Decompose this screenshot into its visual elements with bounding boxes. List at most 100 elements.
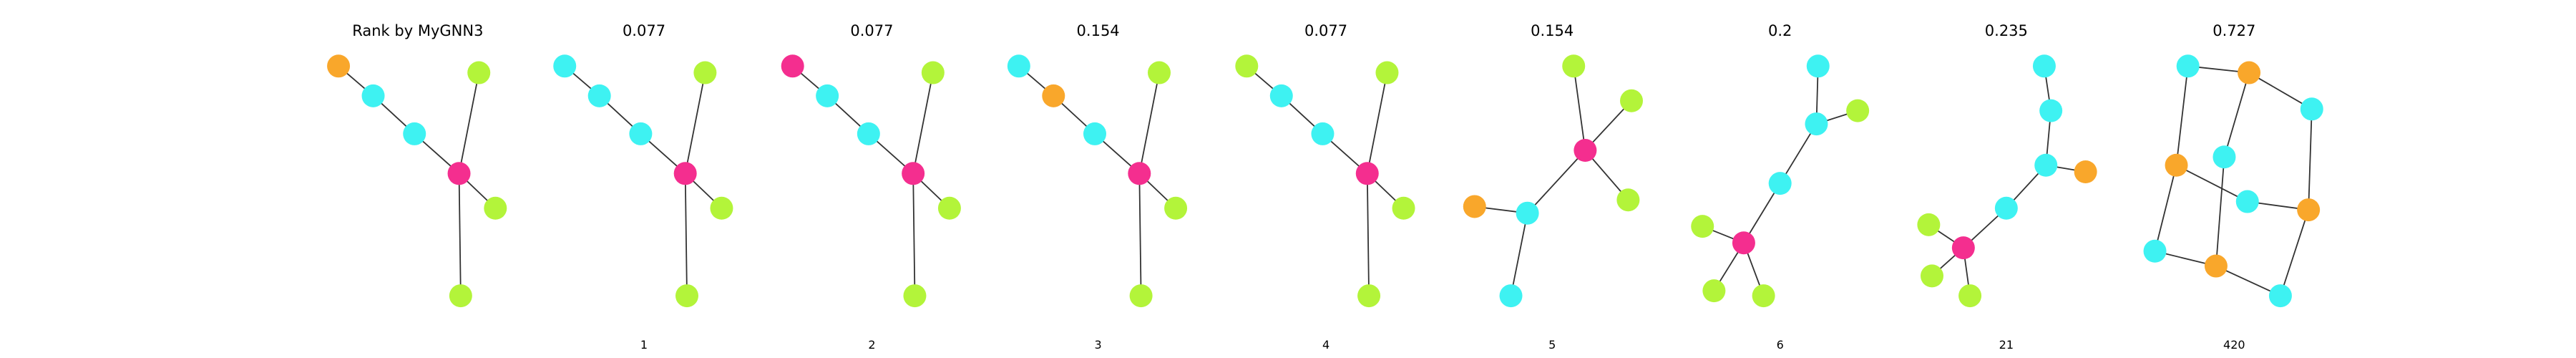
node xyxy=(1083,122,1106,145)
edge xyxy=(458,173,462,296)
node xyxy=(1562,54,1586,78)
panel-title: 0.2 xyxy=(1768,22,1792,39)
node xyxy=(2235,190,2259,213)
node xyxy=(1702,279,1726,303)
node xyxy=(903,284,927,308)
panel-title: 0.727 xyxy=(2212,22,2255,39)
node xyxy=(857,122,880,145)
edge xyxy=(2308,109,2313,211)
edge xyxy=(2154,165,2177,251)
edge xyxy=(2215,157,2225,266)
node xyxy=(2176,54,2200,78)
panel-title: 0.154 xyxy=(1531,22,1574,39)
edge xyxy=(2280,209,2310,296)
node xyxy=(1806,54,1830,78)
edge xyxy=(1510,213,1528,296)
edge xyxy=(1526,150,1586,214)
edge xyxy=(2176,164,2248,203)
edge xyxy=(1366,72,1388,174)
node xyxy=(1516,201,1539,225)
node xyxy=(1129,284,1153,308)
panel-title: 0.077 xyxy=(850,22,893,39)
node xyxy=(921,61,945,84)
node xyxy=(710,196,733,220)
node xyxy=(2212,145,2236,169)
node xyxy=(447,162,471,185)
node xyxy=(693,61,717,84)
node xyxy=(1007,54,1030,78)
node xyxy=(629,122,653,145)
panel-label: 4 xyxy=(1322,338,1330,352)
edge xyxy=(1138,72,1160,174)
panel-label: 420 xyxy=(2223,338,2245,352)
node xyxy=(1148,61,1171,84)
node xyxy=(937,196,961,220)
edge xyxy=(684,72,706,174)
node xyxy=(1994,196,2018,220)
node xyxy=(1958,284,1982,308)
node xyxy=(553,54,577,78)
node xyxy=(2074,160,2097,183)
node xyxy=(1235,54,1259,78)
node xyxy=(1574,139,1597,162)
edge xyxy=(684,173,688,296)
node xyxy=(2204,254,2228,278)
node xyxy=(327,54,351,78)
panel-label: 21 xyxy=(1999,338,2014,352)
node xyxy=(2032,54,2056,78)
node xyxy=(1616,188,1640,212)
panel-label: 2 xyxy=(868,338,875,352)
node xyxy=(816,84,839,107)
node xyxy=(1392,196,1415,220)
node xyxy=(2300,97,2323,121)
panel-title: 0.235 xyxy=(1985,22,2028,39)
node xyxy=(1620,89,1643,112)
node xyxy=(1499,284,1523,308)
edge xyxy=(1573,66,1586,151)
node xyxy=(403,122,426,145)
node xyxy=(1463,195,1486,218)
edge xyxy=(2175,66,2189,165)
node xyxy=(1269,84,1293,107)
panel-title: 0.077 xyxy=(1304,22,1347,39)
node xyxy=(2297,198,2321,222)
panel-title: 0.077 xyxy=(623,22,665,39)
node xyxy=(1357,284,1381,308)
node xyxy=(675,284,698,308)
panel-label: 1 xyxy=(640,338,648,352)
node xyxy=(1752,284,1775,308)
node xyxy=(449,284,472,308)
panel-label: 6 xyxy=(1777,338,1784,352)
node xyxy=(587,84,611,107)
node xyxy=(1355,162,1379,185)
node xyxy=(1768,172,1792,195)
node xyxy=(1128,162,1151,185)
edge xyxy=(912,72,934,174)
edge xyxy=(2215,265,2281,296)
node xyxy=(2268,284,2292,308)
edge xyxy=(1779,123,1818,184)
node xyxy=(1164,196,1188,220)
node xyxy=(2034,153,2058,177)
node xyxy=(2143,239,2167,263)
node xyxy=(1311,122,1335,145)
edge xyxy=(1138,173,1142,296)
node xyxy=(1917,213,1941,236)
node xyxy=(1732,231,1755,255)
edge xyxy=(1743,183,1781,243)
panel-title: 0.154 xyxy=(1077,22,1120,39)
node xyxy=(902,162,925,185)
node xyxy=(1042,84,1065,107)
node xyxy=(2165,153,2188,177)
node xyxy=(673,162,697,185)
panel-label: 3 xyxy=(1095,338,1102,352)
node xyxy=(484,196,507,220)
node xyxy=(361,84,385,107)
panel-title: Rank by MyGNN3 xyxy=(352,22,483,39)
node xyxy=(2039,99,2063,122)
panel-label: 5 xyxy=(1548,338,1556,352)
edge xyxy=(2223,72,2250,158)
edge xyxy=(912,173,916,296)
edge xyxy=(1366,173,1370,296)
